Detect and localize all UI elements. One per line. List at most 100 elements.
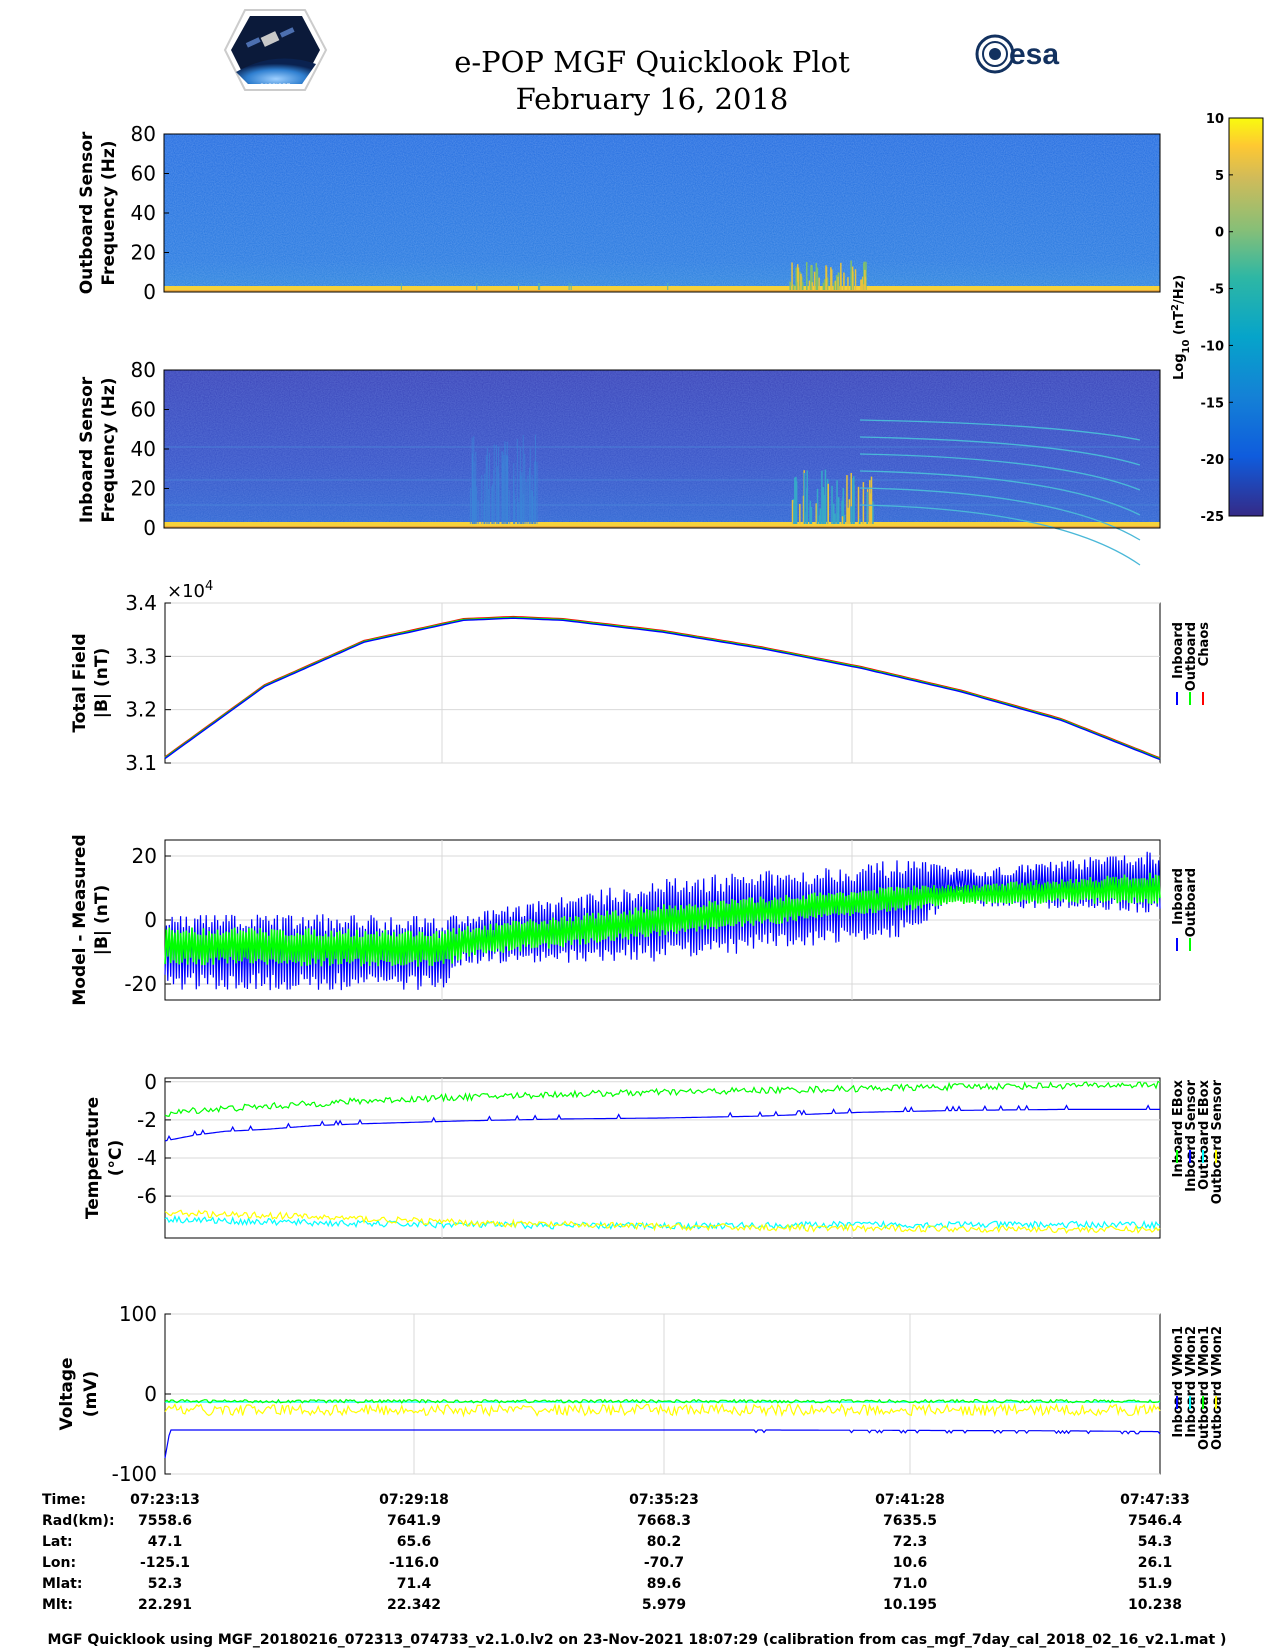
y-tick-label: -100 (112, 1462, 157, 1486)
outboard-ylabel-line1: Outboard Sensor (77, 131, 97, 294)
ephemeris-value: 10.6 (893, 1555, 928, 1571)
model-measured-panel: 20 0 -20 Model - Measured |B| (nT) Inboard… (70, 834, 1199, 1005)
low-frequency-band (164, 522, 1160, 526)
y-tick-label: 20 (132, 844, 157, 868)
legend-label: Chaos (1197, 622, 1212, 666)
outboard-ylabel-line2: Frequency (Hz) (99, 140, 119, 285)
ephemeris-value: 7558.6 (138, 1513, 192, 1529)
colorbar-tick-label: 0 (1215, 226, 1224, 241)
outboard-spectrogram-panel: 80 60 40 20 0 Outboard Sensor Frequency (Hz) (77, 122, 1161, 304)
ephemeris-value: 71.4 (397, 1576, 432, 1592)
model-measured-ylabel-line1: Model - Measured (70, 834, 90, 1005)
y-tick-label: 60 (131, 162, 156, 186)
curved-emission (859, 436, 1141, 466)
series-outboard-ebox (164, 1214, 1161, 1231)
ephemeris-value: 5.979 (642, 1597, 686, 1613)
total-field-exponent: ×104 (167, 579, 213, 603)
ephemeris-value: -116.0 (389, 1555, 439, 1571)
legend-label: Inboard VMon2 (1184, 1326, 1199, 1438)
y-tick-label: 3.4 (125, 591, 157, 615)
esa-logo-text: esa (1009, 38, 1059, 71)
curved-emission (859, 419, 1141, 441)
low-frequency-band (164, 290, 1160, 292)
y-tick-label: 0 (143, 280, 156, 304)
series-inboard-vmon1 (164, 1429, 1161, 1459)
footer-caption: MGF Quicklook using MGF_20180216_072313_… (48, 1632, 1227, 1648)
temperature-ylabel-line1: Temperature (83, 1097, 103, 1219)
voltage-panel: 100 0 -100 Voltage (mV) Inboard VMon1Inboa… (57, 1302, 1225, 1486)
temperature-panel: 0 -2 -4 -6 Temperature (°C) Inboard EBoxInb… (83, 1070, 1225, 1239)
legend-label: Inboard EBox (1171, 1079, 1186, 1177)
low-frequency-band (164, 286, 1160, 290)
series-outboard-sensor (164, 1209, 1161, 1234)
ephemeris-value: 65.6 (397, 1534, 432, 1550)
ephemeris-value: 22.342 (387, 1597, 441, 1613)
y-tick-label: 0 (144, 1070, 157, 1094)
model-measured-ylabel-line2: |B| (nT) (92, 885, 112, 956)
ephemeris-value: 89.6 (647, 1576, 682, 1592)
ephemeris-row-label: Lon: (42, 1555, 76, 1571)
legend-label: Outboard VMon1 (1197, 1326, 1212, 1450)
series-inboard-sensor (164, 1104, 1160, 1142)
colorbar-tick-label: -5 (1210, 283, 1224, 298)
ephemeris-value: 10.195 (883, 1597, 937, 1613)
page-title: e-POP MGF Quicklook Plot (454, 45, 850, 79)
ephemeris-value: 51.9 (1138, 1576, 1173, 1592)
ephemeris-row-label: Mlat: (42, 1576, 82, 1592)
legend-label: Outboard Sensor (1210, 1079, 1225, 1204)
series-inboard-ebox (164, 1080, 1161, 1117)
ephemeris-value: 07:23:13 (130, 1492, 200, 1508)
ephemeris-value: 07:29:18 (379, 1492, 449, 1508)
temperature-ylabel-line2: (°C) (106, 1140, 126, 1177)
ephemeris-row-label: Lat: (42, 1534, 73, 1550)
cassiope-logo: CASSIOPE (223, 9, 328, 91)
legend-label: Outboard (1184, 622, 1199, 691)
y-tick-label: 40 (131, 437, 156, 461)
ephemeris-row-label: Mlt: (42, 1597, 73, 1613)
colorbar-tick-label: 5 (1215, 169, 1224, 184)
y-tick-label: -2 (137, 1108, 157, 1132)
series-chaos (164, 615, 1161, 759)
inboard-ylabel-line1: Inboard Sensor (77, 376, 97, 523)
y-tick-label: 80 (131, 122, 156, 146)
ephemeris-value: 7635.5 (883, 1513, 937, 1529)
ephemeris-value: 47.1 (148, 1534, 183, 1550)
y-tick-label: 3.1 (125, 751, 157, 775)
ephemeris-value: -125.1 (140, 1555, 190, 1571)
series-inboard (164, 617, 1161, 761)
ephemeris-value: 07:47:33 (1120, 1492, 1190, 1508)
ephemeris-value: 07:35:23 (629, 1492, 699, 1508)
curved-emission (859, 453, 1141, 491)
legend-label: Outboard VMon2 (1210, 1326, 1225, 1450)
cassiope-logo-text: CASSIOPE (260, 84, 291, 90)
legend-label: Inboard (1171, 868, 1186, 925)
ephemeris-value: 7546.4 (1128, 1513, 1182, 1529)
legend-label: Outboard EBox (1197, 1079, 1212, 1189)
ephemeris-value: 7668.3 (637, 1513, 691, 1529)
ephemeris-value: 80.2 (647, 1534, 682, 1550)
ephemeris-value: 07:41:28 (875, 1492, 945, 1508)
series-outboard (164, 616, 1161, 760)
y-tick-label: 40 (131, 201, 156, 225)
ephemeris-row-label: Rad(km): (42, 1513, 115, 1529)
voltage-ylabel-line1: Voltage (57, 1357, 77, 1430)
y-tick-label: 60 (131, 398, 156, 422)
colorbar-tick-label: -10 (1201, 339, 1225, 354)
colorbar-tick-label: -25 (1201, 510, 1225, 525)
ephemeris-value: 7641.9 (387, 1513, 441, 1529)
y-tick-label: 3.2 (125, 698, 157, 722)
total-field-ylabel-line2: |B| (nT) (92, 648, 112, 719)
ephemeris-value: 71.0 (893, 1576, 928, 1592)
legend-label: Outboard (1184, 868, 1199, 937)
series-outboard-vmon2 (164, 1402, 1161, 1418)
y-tick-label: 80 (131, 358, 156, 382)
inboard-spectrogram-panel: 80 60 40 20 0 Inboard Sensor Frequency (Hz) (77, 358, 1161, 566)
legend-label: Inboard (1171, 622, 1186, 679)
colorbar: 10 5 0 -5 -10 -15 -20 -25 Log10 (nT2/Hz) (1170, 112, 1264, 525)
y-tick-label: -20 (124, 972, 157, 996)
y-tick-label: 100 (119, 1302, 157, 1326)
ephemeris-value: 72.3 (893, 1534, 928, 1550)
ephemeris-table: Time: 07:23:13 07:29:18 07:35:23 07:41:28 07:… (42, 1492, 1190, 1613)
esa-logo: esa (975, 34, 1059, 74)
